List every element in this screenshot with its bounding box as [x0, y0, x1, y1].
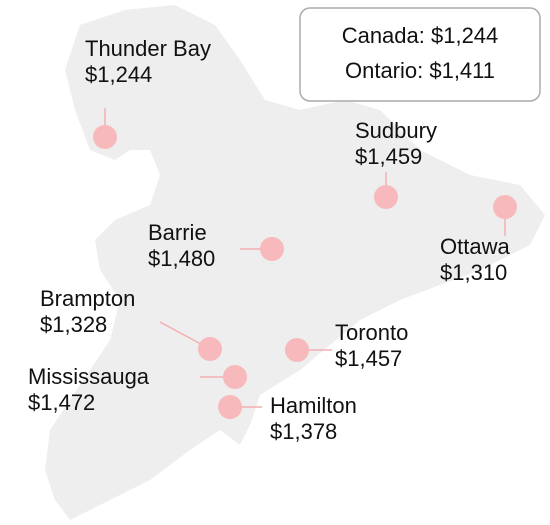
city-marker [493, 195, 517, 219]
city-marker [218, 395, 242, 419]
city-name: Barrie [148, 220, 207, 245]
city-marker [198, 337, 222, 361]
city-marker [93, 125, 117, 149]
city-value: $1,459 [355, 144, 422, 169]
city-name: Thunder Bay [85, 36, 211, 61]
city-value: $1,457 [335, 346, 402, 371]
city-name: Hamilton [270, 393, 357, 418]
city-name: Brampton [40, 286, 135, 311]
legend-line: Canada: $1,244 [342, 23, 499, 48]
city-value: $1,310 [440, 260, 507, 285]
city-marker [374, 185, 398, 209]
city-marker [260, 237, 284, 261]
city-value: $1,480 [148, 246, 215, 271]
legend-line: Ontario: $1,411 [345, 58, 495, 83]
city-name: Ottawa [440, 234, 510, 259]
city-name: Toronto [335, 320, 408, 345]
city-value: $1,472 [28, 390, 95, 415]
city-value: $1,378 [270, 419, 337, 444]
city-value: $1,244 [85, 62, 152, 87]
legend-box [299, 7, 541, 102]
city-value: $1,328 [40, 312, 107, 337]
city-marker [223, 365, 247, 389]
city-name: Sudbury [355, 118, 437, 143]
city-name: Mississauga [28, 364, 150, 389]
city-marker [285, 338, 309, 362]
ontario-shape [45, 5, 545, 520]
